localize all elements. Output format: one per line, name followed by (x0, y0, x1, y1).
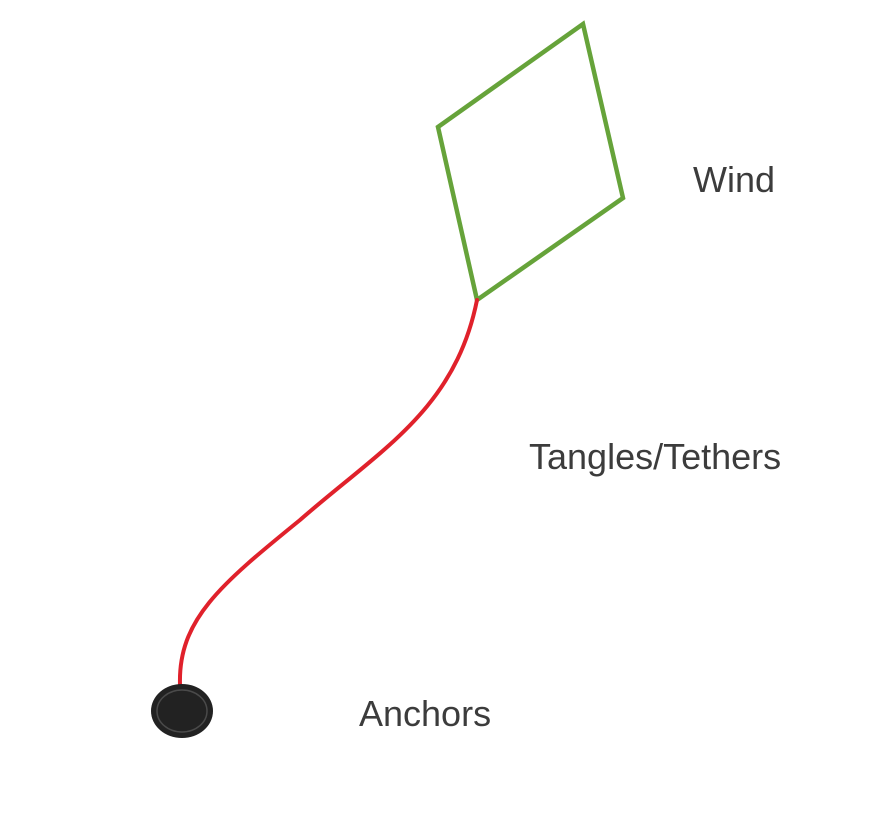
tether-string (177, 298, 479, 687)
anchor-circle (151, 684, 213, 738)
wind-label: Wind (693, 159, 776, 200)
anchor-weight (151, 684, 213, 738)
tethers-label: Tangles/Tethers (529, 436, 782, 477)
kite-shape (435, 20, 626, 304)
anchor-rim (156, 689, 208, 733)
anchors-label: Anchors (359, 693, 492, 734)
